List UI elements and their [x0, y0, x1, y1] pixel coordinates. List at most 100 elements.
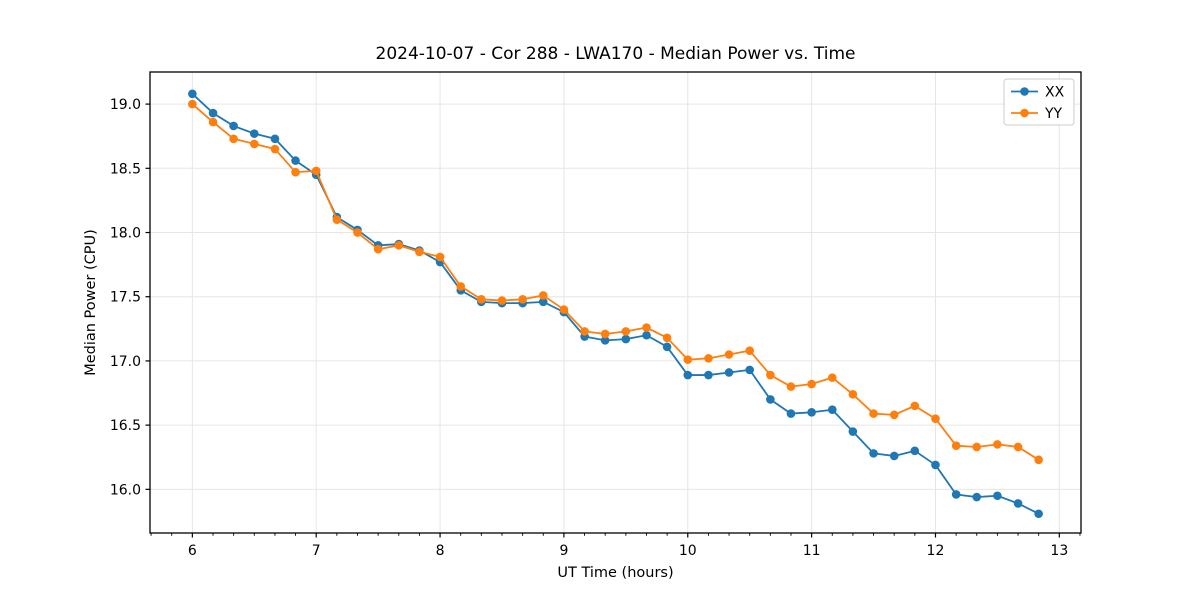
- data-point-YY: [951, 441, 961, 450]
- legend: XX YY: [1003, 78, 1075, 126]
- y-tick-label: 19.0: [110, 97, 141, 113]
- legend-marker-sample: [1020, 108, 1029, 118]
- y-tick-label: 18.5: [110, 161, 141, 177]
- data-point-XX: [931, 460, 940, 470]
- data-point-XX: [889, 451, 899, 461]
- data-point-XX: [910, 446, 920, 456]
- data-point-YY: [745, 346, 754, 355]
- data-point-XX: [951, 490, 961, 499]
- grid-layer: [150, 72, 1081, 533]
- data-point-YY: [415, 247, 424, 257]
- series-layer: [188, 89, 1043, 519]
- data-point-YY: [889, 410, 899, 420]
- data-point-XX: [972, 492, 982, 502]
- y-axis-label: Median Power (CPU): [83, 229, 99, 376]
- data-point-YY: [477, 294, 486, 304]
- data-point-YY: [993, 440, 1002, 449]
- data-point-XX: [621, 334, 631, 344]
- chart-title: 2024-10-07 - Cor 288 - LWA170 - Median P…: [376, 44, 856, 64]
- x-tick-label: 10: [679, 543, 697, 559]
- data-point-YY: [910, 401, 920, 411]
- data-point-YY: [662, 333, 672, 343]
- data-point-YY: [249, 139, 259, 149]
- data-point-YY: [208, 117, 218, 127]
- data-point-YY: [848, 390, 858, 399]
- data-point-XX: [600, 336, 610, 345]
- data-point-XX: [188, 89, 197, 99]
- data-point-XX: [1013, 499, 1023, 508]
- x-tick-label: 6: [188, 543, 197, 559]
- data-point-YY: [683, 355, 693, 364]
- data-point-YY: [291, 167, 300, 177]
- data-point-XX: [208, 108, 218, 118]
- y-tick-label: 17.5: [110, 290, 141, 306]
- data-point-YY: [600, 329, 610, 339]
- data-point-XX: [538, 297, 548, 307]
- data-point-XX: [683, 370, 693, 380]
- data-point-YY: [394, 241, 404, 250]
- data-point-YY: [931, 414, 940, 424]
- x-tick-label: 9: [559, 543, 568, 559]
- data-point-XX: [229, 121, 238, 131]
- data-point-YY: [229, 134, 238, 144]
- data-point-YY: [188, 99, 197, 109]
- legend-marker-sample: [1020, 87, 1029, 96]
- data-point-YY: [332, 215, 342, 224]
- y-tick-label: 17.0: [110, 354, 141, 370]
- data-point-YY: [1013, 442, 1023, 452]
- data-point-XX: [807, 407, 816, 417]
- data-point-YY: [642, 323, 651, 332]
- data-point-XX: [270, 134, 280, 144]
- data-point-XX: [745, 365, 754, 375]
- data-point-YY: [766, 370, 775, 380]
- data-point-XX: [766, 395, 775, 404]
- data-point-YY: [311, 166, 321, 176]
- data-point-XX: [724, 368, 734, 377]
- data-point-YY: [518, 294, 527, 304]
- data-point-YY: [869, 409, 878, 418]
- data-point-YY: [559, 305, 569, 314]
- data-point-YY: [724, 350, 734, 359]
- x-tick-label: 7: [312, 543, 321, 559]
- data-point-YY: [807, 379, 816, 389]
- data-point-YY: [580, 327, 589, 336]
- data-point-YY: [1034, 455, 1043, 465]
- y-tick-label: 16.5: [110, 418, 141, 434]
- data-point-YY: [456, 282, 466, 291]
- data-point-XX: [291, 156, 300, 165]
- y-tick-label: 18.0: [110, 226, 141, 242]
- x-axis-label: UT Time (hours): [557, 565, 673, 581]
- data-point-XX: [848, 427, 858, 436]
- data-point-XX: [828, 405, 837, 415]
- data-point-YY: [435, 252, 445, 262]
- data-point-YY: [497, 296, 507, 305]
- data-point-XX: [704, 370, 713, 380]
- data-point-YY: [704, 354, 713, 363]
- x-tick-label: 11: [803, 543, 821, 559]
- data-point-XX: [869, 449, 878, 458]
- data-point-YY: [828, 373, 837, 382]
- data-point-XX: [642, 330, 651, 340]
- data-point-YY: [621, 327, 631, 336]
- data-point-YY: [538, 291, 548, 300]
- data-point-YY: [353, 228, 362, 237]
- legend-label: YY: [1044, 106, 1063, 122]
- data-point-XX: [1034, 509, 1043, 519]
- x-tick-label: 12: [927, 543, 945, 559]
- y-tick-label: 16.0: [110, 482, 141, 498]
- axes-layer: 6 7 8 9 10 11 12 13 16.0 16.5 17.0 17.5 18.0 18.5 19.0: [110, 71, 1082, 559]
- data-point-XX: [786, 409, 796, 418]
- data-point-YY: [373, 244, 383, 254]
- plot-frame: [149, 71, 1082, 534]
- data-point-XX: [249, 129, 259, 138]
- data-point-XX: [662, 342, 672, 352]
- x-tick-label: 8: [436, 543, 445, 559]
- legend-label: XX: [1045, 85, 1065, 101]
- x-tick-label: 13: [1050, 543, 1068, 559]
- data-point-YY: [270, 144, 280, 154]
- data-point-YY: [972, 442, 982, 452]
- data-point-YY: [786, 382, 796, 391]
- data-point-XX: [993, 491, 1002, 501]
